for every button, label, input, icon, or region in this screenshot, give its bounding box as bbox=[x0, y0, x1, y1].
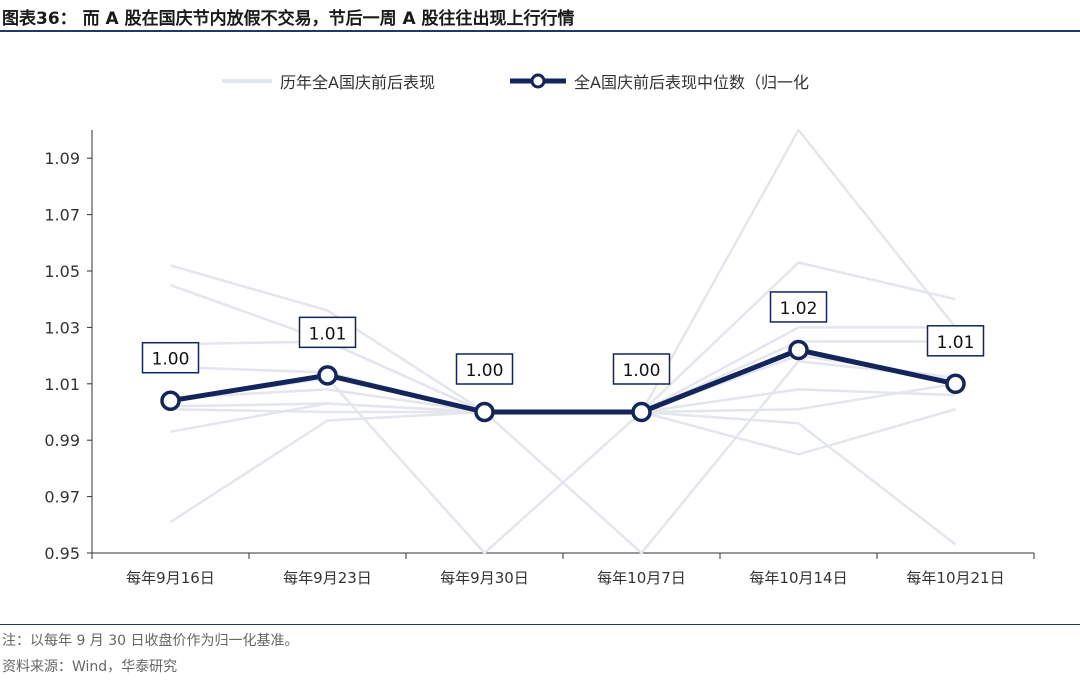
data-label: 1.01 bbox=[937, 333, 975, 353]
median-point bbox=[945, 373, 966, 395]
history-series-line bbox=[170, 407, 957, 546]
median-point bbox=[631, 401, 652, 423]
median-series-line bbox=[170, 347, 957, 415]
data-label: 1.02 bbox=[780, 299, 818, 319]
legend-label-median: 全A国庆前后表现中位数（归一化 bbox=[574, 73, 809, 92]
x-tick-label: 每年9月30日 bbox=[440, 569, 529, 587]
y-tick-label: 1.03 bbox=[44, 318, 80, 337]
data-label: 1.00 bbox=[152, 350, 190, 370]
figure-title: 图表36： 而 A 股在国庆节内放假不交易，节后一周 A 股往往出现上行行情 bbox=[2, 9, 575, 29]
x-tick-label: 每年10月21日 bbox=[906, 569, 1004, 587]
chart-legend: 历年全A国庆前后表现 全A国庆前后表现中位数（归一化 bbox=[222, 73, 809, 92]
median-point bbox=[317, 365, 338, 386]
y-ticks: 1.09 1.07 1.05 1.03 1.01 0.99 0.97 0.95 bbox=[44, 149, 92, 563]
median-point bbox=[474, 401, 495, 423]
history-series-group bbox=[169, 128, 957, 555]
y-tick-label: 1.09 bbox=[44, 149, 80, 168]
legend-marker-median bbox=[530, 73, 546, 89]
data-label-box bbox=[769, 291, 828, 323]
x-tick-label: 每年9月16日 bbox=[126, 569, 215, 587]
history-series-line bbox=[170, 340, 956, 414]
y-tick-label: 0.95 bbox=[44, 544, 80, 563]
history-series-line bbox=[169, 128, 957, 524]
y-tick-label: 1.07 bbox=[44, 206, 80, 225]
x-tick-label: 每年9月23日 bbox=[283, 569, 372, 587]
median-point bbox=[160, 390, 181, 411]
x-ticks: 每年9月16日 每年9月23日 每年9月30日 每年10月7日 每年10月14日 每年10… bbox=[91, 553, 1035, 587]
legend-label-history: 历年全A国庆前后表现 bbox=[280, 73, 435, 92]
source-note: 资料来源：Wind，华泰研究 bbox=[2, 659, 178, 675]
median-series-group: 1.00 1.01 1.00 1.00 1.02 1.01 bbox=[141, 291, 985, 423]
y-tick-label: 1.05 bbox=[44, 262, 80, 281]
median-point bbox=[788, 339, 809, 361]
history-series-line bbox=[170, 382, 956, 414]
y-tick-label: 1.01 bbox=[44, 375, 80, 394]
data-label: 1.01 bbox=[309, 324, 347, 344]
data-label-box bbox=[455, 353, 514, 385]
data-label-box bbox=[298, 316, 357, 349]
data-label: 1.00 bbox=[466, 361, 504, 381]
data-label-box bbox=[926, 325, 985, 357]
title-divider bbox=[0, 30, 1080, 32]
x-tick-label: 每年10月7日 bbox=[597, 569, 686, 587]
data-label-box bbox=[612, 353, 671, 385]
line-chart: 历年全A国庆前后表现 全A国庆前后表现中位数（归一化 1.091.071.051… bbox=[44, 73, 1035, 587]
data-label-box bbox=[141, 341, 200, 374]
data-label: 1.00 bbox=[623, 361, 661, 381]
y-tick-label: 0.99 bbox=[44, 431, 80, 450]
footnote: 注：以每年 9 月 30 日收盘价作为归一化基准。 bbox=[2, 633, 299, 649]
history-series-line bbox=[170, 283, 956, 414]
y-tick-label: 0.97 bbox=[44, 488, 80, 507]
x-tick-label: 每年10月14日 bbox=[749, 569, 847, 587]
footer-divider bbox=[0, 624, 1080, 625]
